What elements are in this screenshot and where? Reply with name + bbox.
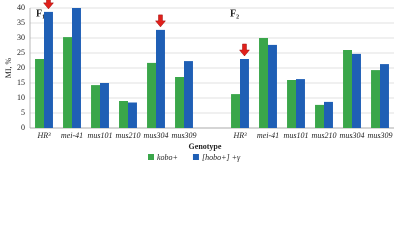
x-tick-label: HR³ [232,131,247,140]
x-tick-label: mus101 [88,131,113,140]
legend-label: [hobo+] +γ [202,153,241,162]
bar [259,38,268,128]
bar [184,61,193,128]
bar [128,102,137,128]
bar [287,80,296,128]
bar [175,77,184,128]
y-tick-label: 40 [17,3,25,12]
y-tick-label: 35 [17,18,25,27]
panel-label: F₂ [230,8,239,19]
y-tick-label: 10 [17,93,25,102]
bar [35,59,44,128]
y-tick-label: 15 [17,78,25,87]
bar [315,104,324,128]
y-tick-label: 20 [17,63,25,72]
x-tick-label: mus210 [116,131,141,140]
x-tick-label: mus210 [312,131,337,140]
bar [352,53,361,128]
x-tick-label: HR³ [36,131,51,140]
legend-swatch [192,154,199,160]
panel-label: F₁ [36,8,45,19]
chart: MI, % Genotype F₁ F₂ 0 5 10 15 20 25 30 35 40 HR³… [4,0,394,162]
y-axis-title: MI, % [4,57,13,78]
bar [156,29,165,128]
bar [343,50,352,128]
bar [63,37,72,128]
x-tick-label: mus304 [144,131,169,140]
x-axis-title: Genotype [189,142,222,151]
arrow [154,14,167,28]
x-tick-label: mus309 [368,131,393,140]
bar [72,8,81,128]
y-tick-label: 30 [17,33,25,42]
arrow [42,0,55,10]
bar [100,83,109,128]
x-tick-label: mus309 [172,131,197,140]
bar [44,11,53,128]
y-tick-label: 25 [17,48,25,57]
bar [231,94,240,128]
legend-swatch [148,154,154,160]
bar [380,64,389,128]
bar [147,62,156,128]
bar [324,101,333,128]
x-tick-label: mus304 [340,131,365,140]
bar [296,79,305,128]
x-tick-label: mus101 [284,131,309,140]
x-tick-label: mei-41 [257,131,279,140]
bar [371,70,380,128]
bar [240,59,249,128]
bar [91,85,100,128]
bar [268,44,277,128]
x-tick-label: mei-41 [61,131,83,140]
bar [119,101,128,128]
y-tick-label: 5 [21,108,25,117]
y-tick-label: 0 [21,123,25,132]
arrow [238,43,251,57]
legend-label: kobo+ [157,153,178,162]
